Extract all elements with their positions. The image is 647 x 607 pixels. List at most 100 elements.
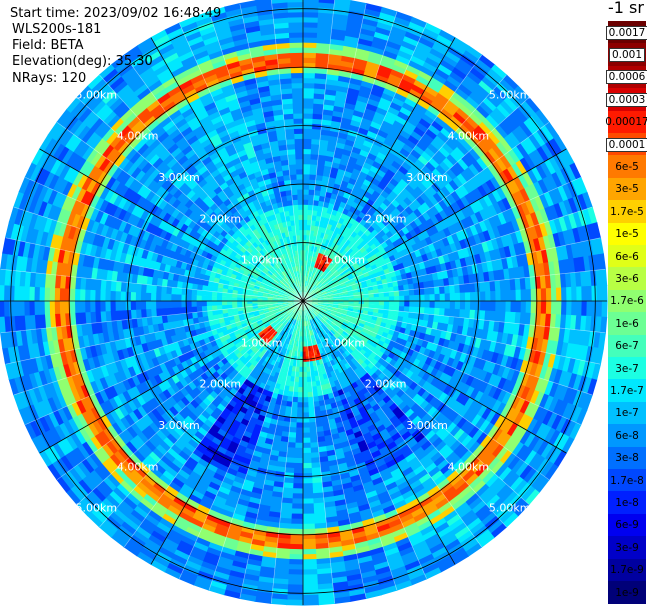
ppi-cell xyxy=(413,79,428,91)
ppi-cell xyxy=(439,160,451,173)
ppi-cell xyxy=(302,387,308,393)
ppi-cell xyxy=(348,301,355,304)
ppi-cell xyxy=(549,137,563,155)
ppi-cell xyxy=(393,59,409,70)
ppi-cell xyxy=(438,444,451,457)
ppi-cell xyxy=(317,27,333,35)
ppi-cell xyxy=(548,219,559,235)
ppi-cell xyxy=(298,376,303,383)
ppi-cell xyxy=(478,231,487,244)
ppi-cell xyxy=(328,324,334,331)
ppi-cell xyxy=(585,315,592,333)
ppi-cell xyxy=(373,78,388,89)
ppi-cell xyxy=(495,290,502,302)
ppi-cell xyxy=(538,393,550,410)
ppi-cell xyxy=(381,317,388,324)
ppi-cell xyxy=(423,307,431,315)
ppi-cell xyxy=(292,488,303,495)
ppi-cell xyxy=(383,137,395,148)
ppi-cell xyxy=(431,437,444,449)
ppi-cell xyxy=(463,453,477,467)
ppi-cell xyxy=(481,349,490,362)
ppi-cell xyxy=(383,301,390,306)
ppi-cell xyxy=(302,462,312,469)
ppi-cell xyxy=(394,156,405,166)
ppi-cell xyxy=(308,244,312,251)
ppi-cell xyxy=(492,363,502,377)
ppi-cell xyxy=(464,193,475,206)
ppi-cell xyxy=(320,129,331,136)
ppi-cell xyxy=(412,276,419,284)
ppi-cell xyxy=(580,271,587,288)
ppi-cell xyxy=(451,201,462,213)
ppi-cell xyxy=(322,170,331,178)
ppi-cell xyxy=(322,315,329,321)
ppi-cell xyxy=(559,314,567,330)
ppi-cell xyxy=(464,135,478,149)
ppi-cell xyxy=(385,40,402,51)
ppi-cell xyxy=(503,268,511,281)
ppi-cell xyxy=(454,87,470,101)
ppi-cell xyxy=(330,275,337,281)
ppi-cell xyxy=(329,213,337,221)
ppi-cell xyxy=(443,315,450,325)
ppi-cell xyxy=(399,295,405,302)
ppi-cell xyxy=(548,367,559,384)
ppi-cell xyxy=(377,284,384,290)
ppi-cell xyxy=(321,307,328,311)
ppi-cell xyxy=(293,462,303,469)
ppi-cell xyxy=(469,291,476,302)
ppi-cell xyxy=(324,313,330,318)
ppi-cell xyxy=(330,284,336,289)
ppi-cell xyxy=(548,156,562,173)
ppi-cell xyxy=(481,241,490,253)
ppi-cell xyxy=(525,213,536,229)
ppi-cell xyxy=(428,307,436,316)
ppi-cell xyxy=(378,304,385,310)
ppi-cell xyxy=(433,231,443,242)
ppi-cell xyxy=(475,447,489,462)
ppi-cell xyxy=(508,322,516,335)
ppi-cell xyxy=(366,314,373,320)
ppi-cell xyxy=(319,258,325,265)
ppi-cell xyxy=(601,301,608,318)
ppi-cell xyxy=(420,412,432,424)
ppi-cell xyxy=(499,138,513,153)
ppi-cell xyxy=(354,136,366,146)
ppi-cell xyxy=(444,308,451,317)
ppi-cell xyxy=(469,112,484,126)
ppi-cell xyxy=(510,289,517,302)
ppi-cell xyxy=(471,429,484,443)
ppi-cell xyxy=(388,291,395,297)
ppi-cell xyxy=(303,87,315,94)
ppi-cell xyxy=(302,402,309,408)
ppi-cell xyxy=(326,270,333,276)
ppi-cell xyxy=(458,317,465,327)
ppi-cell xyxy=(480,153,493,168)
ppi-cell xyxy=(442,433,455,446)
ppi-cell xyxy=(393,92,408,103)
ppi-cell xyxy=(323,103,335,111)
ppi-cell xyxy=(408,166,419,178)
ppi-cell xyxy=(348,10,365,19)
ppi-cell xyxy=(405,378,415,388)
ppi-cell xyxy=(325,78,339,86)
ppi-cell xyxy=(438,88,453,101)
ppi-cell xyxy=(329,336,336,343)
ppi-cell xyxy=(311,277,315,283)
ppi-cell xyxy=(430,451,443,464)
ppi-cell xyxy=(397,316,404,323)
ppi-cell xyxy=(342,265,349,272)
ppi-cell xyxy=(478,467,492,482)
ppi-cell xyxy=(572,211,583,229)
ppi-cell xyxy=(317,257,322,265)
ppi-cell xyxy=(465,204,476,217)
ppi-cell xyxy=(402,316,409,324)
ppi-cell xyxy=(392,173,403,184)
ppi-cell xyxy=(303,178,310,185)
ppi-cell xyxy=(515,384,526,399)
ppi-cell xyxy=(416,275,424,284)
ppi-cell xyxy=(328,229,335,237)
ppi-cell xyxy=(302,457,312,464)
ppi-cell xyxy=(532,350,542,365)
